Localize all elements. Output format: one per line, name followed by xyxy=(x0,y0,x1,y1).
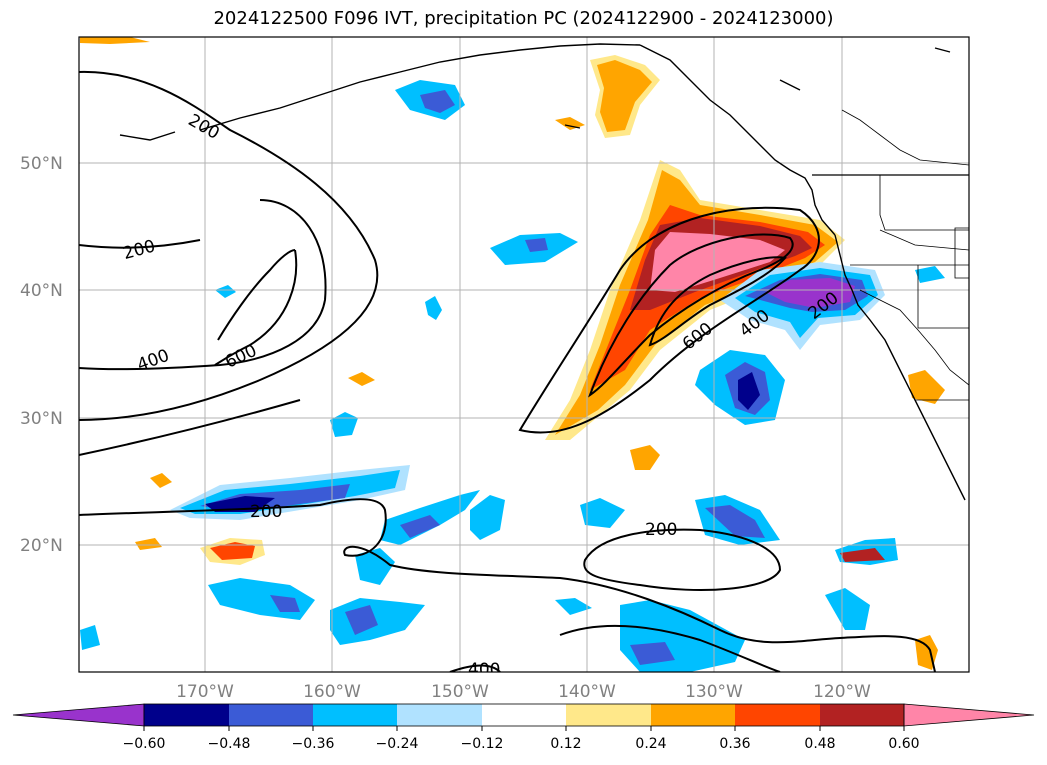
lon-label-140w: 140°W xyxy=(558,682,616,702)
positive-plume-pink xyxy=(650,232,785,292)
colorbar-segment xyxy=(397,704,482,726)
colorbar-tick-label: 0.60 xyxy=(888,736,919,752)
colorbar-max-arrow xyxy=(903,703,1035,727)
negative-california-purple xyxy=(765,278,855,308)
contour-label-8: 200 xyxy=(250,502,282,522)
negative-blob-13 xyxy=(425,296,442,320)
lon-label-130w: 130°W xyxy=(685,682,743,702)
colorbar: −0.60 −0.48 −0.36 −0.24 −0.12 0.12 0.24 … xyxy=(12,703,1035,752)
colorbar-segment xyxy=(651,704,735,726)
colorbar-tick-label: −0.60 xyxy=(123,736,166,752)
colorbar-tick-label: 0.48 xyxy=(804,736,835,752)
contour-label-9: 200 xyxy=(645,520,677,540)
lon-label-120w: 120°W xyxy=(813,682,871,702)
map-background xyxy=(79,37,969,672)
positive-blob-9 xyxy=(135,538,162,550)
ivt-contours xyxy=(79,70,936,672)
colorbar-tick-label: −0.24 xyxy=(376,736,419,752)
precip-shading xyxy=(80,37,945,672)
negative-blob-15 xyxy=(915,266,945,283)
lat-label-30n: 30°N xyxy=(20,409,63,429)
negative-blob-16 xyxy=(555,598,592,615)
colorbar-tick-label: 0.24 xyxy=(635,736,666,752)
colorbar-segment xyxy=(566,704,651,726)
lat-label-20n: 20°N xyxy=(20,536,63,556)
positive-blob-2 xyxy=(630,445,660,470)
contour-label-10: 400 xyxy=(468,660,500,680)
lon-label-170w: 170°W xyxy=(176,682,234,702)
colorbar-segment xyxy=(144,704,229,726)
positive-blob-8 xyxy=(555,117,585,130)
coastlines xyxy=(119,43,969,501)
positive-blob-7 xyxy=(80,37,150,44)
negative-blob-7 xyxy=(580,498,625,528)
colorbar-segment xyxy=(313,704,397,726)
gridlines xyxy=(79,37,969,672)
colorbar-tick-label: −0.48 xyxy=(208,736,251,752)
latitude-labels: 50°N 40°N 30°N 20°N xyxy=(20,154,63,556)
colorbar-segment xyxy=(229,704,313,726)
longitude-labels: 170°W 160°W 150°W 140°W 130°W 120°W xyxy=(176,682,871,702)
colorbar-min-arrow xyxy=(12,703,145,727)
lat-label-40n: 40°N xyxy=(20,281,63,301)
positive-blob-5 xyxy=(908,370,945,404)
negative-blob-10 xyxy=(825,588,870,630)
colorbar-segment xyxy=(482,704,566,726)
map-title: 2024122500 F096 IVT, precipitation PC (2… xyxy=(213,8,834,29)
colorbar-tick-label: 0.36 xyxy=(719,736,750,752)
positive-blob-3 xyxy=(348,372,375,386)
colorbar-tick-label: 0.12 xyxy=(550,736,581,752)
negative-blob-14 xyxy=(215,285,236,298)
positive-blob-4 xyxy=(150,473,172,488)
lon-label-150w: 150°W xyxy=(431,682,489,702)
colorbar-segment xyxy=(820,704,904,726)
negative-blob-6 xyxy=(470,495,505,540)
colorbar-tick-label: −0.12 xyxy=(461,736,504,752)
negative-blob-12 xyxy=(80,625,100,650)
negative-blob-5 xyxy=(355,548,395,585)
map-content: 200 200 400 600 600 400 200 200 200 400 xyxy=(79,37,969,680)
colorbar-tick-label: −0.36 xyxy=(292,736,335,752)
lat-label-50n: 50°N xyxy=(20,154,63,174)
map-frame xyxy=(78,36,970,673)
colorbar-segment xyxy=(735,704,820,726)
lon-label-160w: 160°W xyxy=(303,682,361,702)
